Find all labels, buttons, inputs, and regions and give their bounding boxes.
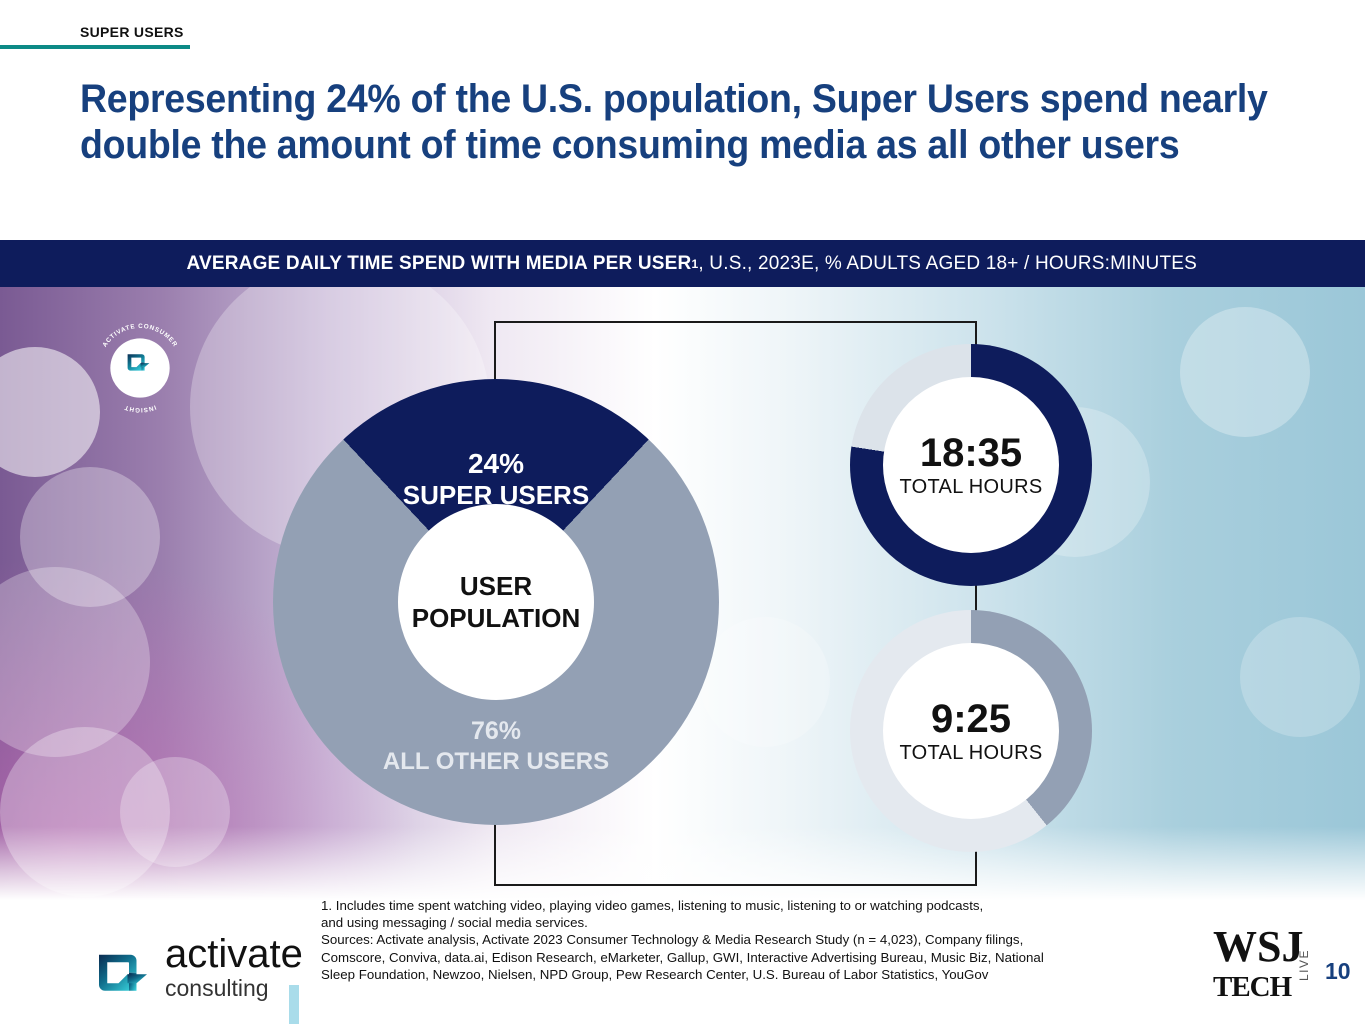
- svg-text:INSIGHT: INSIGHT: [123, 403, 157, 413]
